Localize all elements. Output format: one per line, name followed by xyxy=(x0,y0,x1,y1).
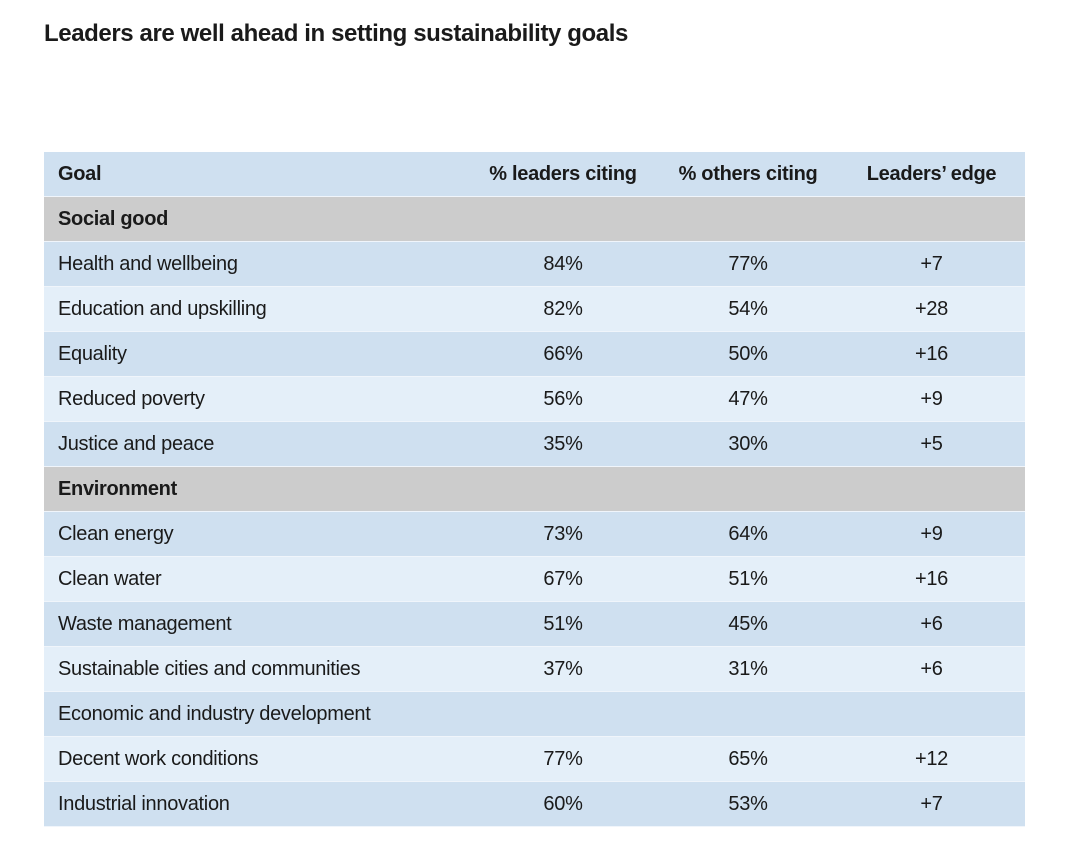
cell-goal: Waste management xyxy=(58,612,232,635)
cell-edge: +7 xyxy=(920,252,943,275)
table-body: Social good Health and wellbeing 84% 77% +7 E… xyxy=(44,196,1025,827)
cell-leaders: 82% xyxy=(543,297,583,320)
cell-others: 54% xyxy=(728,297,768,320)
cell-edge xyxy=(838,466,1025,512)
cell-edge: +16 xyxy=(914,567,949,590)
cell-others: 51% xyxy=(728,567,768,590)
cell-edge xyxy=(838,692,1025,737)
cell-edge: +12 xyxy=(914,747,949,770)
cell-goal: Social good xyxy=(44,196,468,242)
cell-leaders: 35% xyxy=(543,432,583,455)
cell-leaders: 37% xyxy=(543,657,583,680)
cell-edge xyxy=(838,196,1025,242)
cell-goal: Clean water xyxy=(58,567,162,590)
cell-edge: +28 xyxy=(914,297,949,320)
cell-edge: +5 xyxy=(920,432,943,455)
cell-leaders: 56% xyxy=(543,387,583,410)
cell-edge: +6 xyxy=(920,657,943,680)
cell-leaders: 73% xyxy=(543,522,583,545)
cell-leaders xyxy=(468,466,658,512)
cell-goal: Education and upskilling xyxy=(58,297,267,320)
section-row: Economic and industry development xyxy=(44,691,1025,737)
cell-goal: Equality xyxy=(58,342,127,365)
cell-edge: +16 xyxy=(914,342,949,365)
cell-others: 47% xyxy=(728,387,768,410)
cell-others: 53% xyxy=(728,792,768,815)
table-row: Equality 66% 50% +16 xyxy=(44,331,1025,377)
cell-others: 50% xyxy=(728,342,768,365)
cell-others: 45% xyxy=(728,612,768,635)
table-row: Waste management 51% 45% +6 xyxy=(44,601,1025,647)
cell-goal: Economic and industry development xyxy=(58,702,371,725)
cell-goal: Industrial innovation xyxy=(58,792,230,815)
cell-edge: +9 xyxy=(920,522,943,545)
cell-goal: Environment xyxy=(44,466,468,512)
cell-goal: Decent work conditions xyxy=(58,747,259,770)
table-row: Justice and peace 35% 30% +5 xyxy=(44,421,1025,467)
cell-others xyxy=(658,692,838,737)
cell-edge: +9 xyxy=(920,387,943,410)
table-row: Health and wellbeing 84% 77% +7 xyxy=(44,241,1025,287)
cell-goal: Reduced poverty xyxy=(58,387,205,410)
section-row: Environment xyxy=(44,466,1025,512)
table-row: Decent work conditions 77% 65% +12 xyxy=(44,736,1025,782)
section-row: Social good xyxy=(44,196,1025,242)
cell-others: 31% xyxy=(728,657,768,680)
page-title: Leaders are well ahead in setting sustai… xyxy=(44,20,628,47)
cell-leaders: 51% xyxy=(543,612,583,635)
cell-leaders: 77% xyxy=(543,747,583,770)
cell-goal: Clean energy xyxy=(58,522,174,545)
column-header-others: % others citing xyxy=(678,162,818,185)
table-row: Clean water 67% 51% +16 xyxy=(44,556,1025,602)
cell-edge: +7 xyxy=(920,792,943,815)
cell-leaders: 60% xyxy=(543,792,583,815)
table-header-row: Goal % leaders citing % others citing Le… xyxy=(44,152,1025,197)
cell-others xyxy=(658,196,838,242)
cell-goal: Sustainable cities and communities xyxy=(58,657,361,680)
cell-leaders xyxy=(468,196,658,242)
table-row: Clean energy 73% 64% +9 xyxy=(44,511,1025,557)
cell-leaders xyxy=(468,692,658,737)
table-row: Sustainable cities and communities 37% 31%… xyxy=(44,646,1025,692)
cell-leaders: 84% xyxy=(543,252,583,275)
cell-others: 64% xyxy=(728,522,768,545)
column-header-goal: Goal xyxy=(58,162,102,185)
column-header-leaders: % leaders citing xyxy=(489,162,637,185)
cell-edge: +6 xyxy=(920,612,943,635)
table-row: Education and upskilling 82% 54% +28 xyxy=(44,286,1025,332)
table-row: Reduced poverty 56% 47% +9 xyxy=(44,376,1025,422)
cell-goal: Justice and peace xyxy=(58,432,215,455)
cell-others: 65% xyxy=(728,747,768,770)
column-header-edge: Leaders’ edge xyxy=(866,162,997,185)
table-row: Industrial innovation 60% 53% +7 xyxy=(44,781,1025,827)
cell-leaders: 67% xyxy=(543,567,583,590)
cell-others xyxy=(658,466,838,512)
cell-goal: Health and wellbeing xyxy=(58,252,238,275)
cell-others: 77% xyxy=(728,252,768,275)
cell-others: 30% xyxy=(728,432,768,455)
cell-leaders: 66% xyxy=(543,342,583,365)
goals-table: Goal % leaders citing % others citing Le… xyxy=(44,152,1025,827)
